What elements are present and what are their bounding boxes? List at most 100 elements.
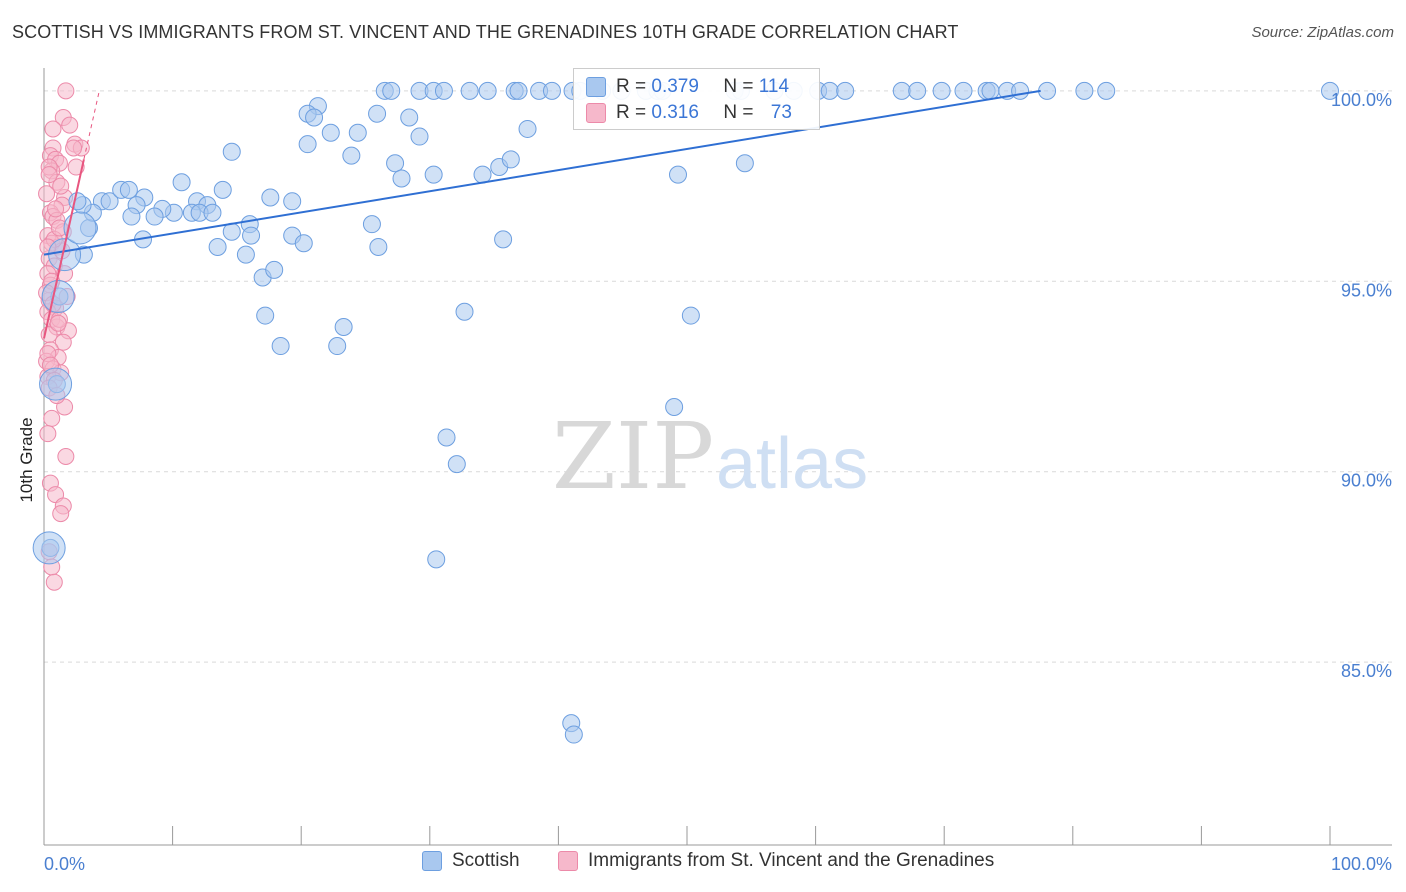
- scottish-point: [392, 169, 411, 188]
- immigrants-point: [44, 120, 62, 138]
- scottish-point: [1075, 81, 1094, 100]
- scottish-point: [348, 123, 367, 142]
- immigrants-point: [38, 185, 56, 203]
- scottish-point: [437, 428, 456, 447]
- scottish-point: [410, 127, 429, 146]
- scottish-point: [382, 81, 401, 100]
- legend-label-immigrants: Immigrants from St. Vincent and the Gren…: [588, 850, 995, 871]
- x-tick-label-max: 100.0%: [1331, 854, 1392, 874]
- scottish-point: [298, 135, 317, 154]
- scottish-point: [1321, 81, 1339, 100]
- scottish-point: [294, 234, 313, 253]
- tick-labels: 85.0% 90.0% 95.0% 100.0% 0.0% 100.0%: [44, 90, 1392, 874]
- y-tick-label: 85.0%: [1341, 661, 1392, 681]
- immigrants-swatch: [586, 103, 606, 123]
- scottish-swatch: [422, 851, 442, 871]
- immigrants-point: [67, 158, 85, 176]
- immigrants-point: [61, 116, 79, 134]
- chart-title: SCOTTISH VS IMMIGRANTS FROM ST. VINCENT …: [12, 22, 959, 42]
- legend-item-immigrants[interactable]: Immigrants from St. Vincent and the Gren…: [558, 850, 994, 872]
- scottish-point: [236, 245, 255, 264]
- immigrants-point: [39, 425, 57, 443]
- immigrants-point: [47, 200, 65, 218]
- scottish-point: [208, 238, 227, 257]
- immigrants-point: [45, 573, 63, 591]
- gridlines: [44, 90, 1392, 663]
- immigrants-points: [38, 82, 90, 591]
- scottish-point-large: [32, 531, 66, 565]
- scottish-point: [242, 226, 261, 245]
- scottish-point: [1011, 81, 1030, 100]
- scottish-point: [908, 81, 927, 100]
- scottish-point: [427, 550, 446, 569]
- series-legend: Scottish Immigrants from St. Vincent and…: [0, 850, 1406, 878]
- n-value: 114: [758, 76, 790, 97]
- immigrants-point: [43, 409, 61, 427]
- scottish-point: [342, 146, 361, 165]
- n-label: N =: [723, 102, 759, 123]
- stats-row-immigrants: R = 0.316 N = 73: [586, 101, 792, 125]
- scottish-trendline: [43, 89, 1041, 256]
- scottish-point: [1097, 81, 1116, 100]
- scottish-point: [932, 81, 951, 100]
- scottish-point: [518, 119, 537, 138]
- scottish-point: [478, 81, 497, 100]
- r-label: R =: [616, 102, 652, 123]
- scottish-point: [334, 318, 353, 336]
- scottish-point: [100, 192, 119, 211]
- scottish-point: [68, 192, 87, 211]
- scottish-point: [564, 725, 583, 744]
- scottish-point: [368, 104, 387, 123]
- scottish-point: [542, 81, 561, 100]
- scottish-point: [681, 306, 700, 325]
- trendlines: [43, 89, 1041, 339]
- immigrants-point: [57, 82, 75, 100]
- scottish-point: [122, 207, 141, 226]
- legend-item-scottish[interactable]: Scottish: [422, 850, 520, 872]
- scottish-point: [400, 108, 419, 127]
- scottish-point: [265, 260, 284, 279]
- scottish-point: [836, 81, 855, 100]
- scottish-point: [362, 215, 381, 234]
- scottish-point: [369, 238, 388, 257]
- scottish-point: [222, 142, 241, 161]
- y-axis-label: 10th Grade: [17, 417, 36, 503]
- scottish-point: [509, 81, 528, 100]
- stats-row-scottish: R = 0.379 N = 114: [586, 75, 789, 99]
- watermark: ZIP atlas: [552, 403, 868, 510]
- n-label: N =: [723, 76, 759, 97]
- scottish-point: [172, 173, 191, 192]
- scottish-point: [892, 81, 911, 100]
- scottish-point: [735, 154, 754, 173]
- immigrants-trendline-extension: [83, 90, 100, 160]
- scottish-point: [981, 81, 1000, 100]
- scottish-point-large: [39, 367, 73, 401]
- y-tick-label: 100.0%: [1331, 90, 1392, 110]
- immigrants-point: [49, 314, 67, 332]
- source-label: Source: ZipAtlas.com: [1251, 24, 1394, 41]
- scottish-point: [213, 180, 232, 199]
- y-tick-label: 90.0%: [1341, 471, 1392, 491]
- scottish-swatch: [586, 77, 606, 97]
- watermark-zip: ZIP: [552, 403, 714, 510]
- scottish-point: [328, 337, 347, 356]
- scottish-point: [460, 81, 479, 100]
- scottish-point: [820, 81, 839, 100]
- scottish-point: [119, 180, 138, 199]
- immigrants-trendline: [43, 159, 85, 339]
- scottish-point: [271, 337, 290, 356]
- scottish-point: [455, 302, 474, 321]
- stats-legend: R = 0.379 N = 114 R = 0.316 N = 73: [573, 68, 820, 130]
- r-value: 0.316: [651, 102, 699, 123]
- immigrants-point: [54, 333, 72, 351]
- scottish-point: [222, 222, 241, 241]
- scottish-point: [145, 207, 164, 226]
- n-value: 73: [770, 102, 792, 123]
- y-tick-label: 95.0%: [1341, 280, 1392, 300]
- scottish-point-large: [41, 280, 75, 314]
- scottish-point-large: [63, 211, 97, 245]
- scottish-point: [501, 150, 520, 169]
- scottish-point: [494, 230, 513, 249]
- x-tick-label-min: 0.0%: [44, 854, 85, 874]
